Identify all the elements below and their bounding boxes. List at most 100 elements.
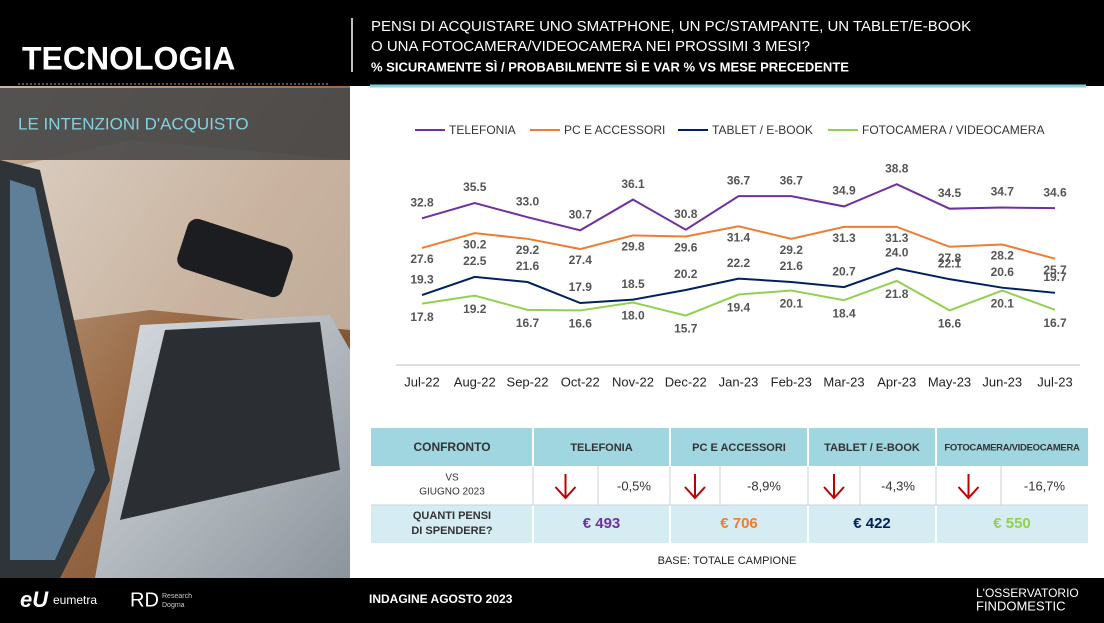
table-row-bg xyxy=(371,466,1088,505)
down-arrow xyxy=(957,474,980,500)
footer-bar xyxy=(0,578,1104,623)
question: O UNA FOTOCAMERA/VIDEOCAMERA NEI PROSSIM… xyxy=(371,38,810,55)
x-tick-label: Jan-23 xyxy=(719,374,759,389)
data-label: 19.2 xyxy=(463,302,487,316)
data-label: 20.2 xyxy=(674,267,698,281)
line-chart: Jul-22 Aug-22 Sep-22 Oct-22 Nov-22 Dec-22 Jan-… xyxy=(404,123,1072,389)
question: PENSI DI ACQUISTARE UNO SMATPHONE, UN PC… xyxy=(371,18,971,35)
down-arrow xyxy=(684,474,706,500)
data-label: 31.3 xyxy=(832,231,856,245)
data-label: 20.7 xyxy=(832,264,856,278)
series-line xyxy=(421,183,1056,232)
logo-dogma: Dogma xyxy=(162,602,185,609)
logo-dogma: Research xyxy=(162,593,192,600)
x-tick-label: Jun-23 xyxy=(982,374,1022,389)
change-value: -8,9% xyxy=(747,478,781,493)
series-line xyxy=(421,225,1056,260)
data-label: 33.0 xyxy=(516,194,540,208)
spend-value: € 493 xyxy=(583,515,621,532)
data-label: 22.5 xyxy=(463,254,487,268)
x-tick-label: Jul-22 xyxy=(404,374,439,389)
data-label: 16.7 xyxy=(1043,316,1067,330)
base-note: BASE: TOTALE CAMPIONE xyxy=(658,555,797,567)
data-label: 36.7 xyxy=(727,173,751,187)
row-label: GIUGNO 2023 xyxy=(419,487,485,498)
data-label: 18.5 xyxy=(621,277,645,291)
row-label: QUANTI PENSI xyxy=(413,510,491,522)
table-header-bg xyxy=(371,428,1088,466)
data-label: 31.3 xyxy=(885,231,909,245)
data-label: 22.2 xyxy=(727,256,751,270)
data-label: 19.7 xyxy=(1043,270,1067,284)
data-label: 18.4 xyxy=(832,306,856,320)
data-label: 31.4 xyxy=(727,230,751,244)
x-tick-label: Dec-22 xyxy=(665,374,707,389)
x-tick-label: May-23 xyxy=(928,374,971,389)
table-header: PC E ACCESSORI xyxy=(692,442,786,454)
x-tick-label: Aug-22 xyxy=(454,374,496,389)
logo-eumetra: eumetra xyxy=(53,593,97,607)
data-label: 20.6 xyxy=(991,265,1015,279)
x-tick-label: Jul-23 xyxy=(1037,374,1072,389)
data-label: 17.9 xyxy=(569,280,593,294)
comparison-table: CONFRONTO TELEFONIA PC E ACCESSORI TABLET /… xyxy=(371,428,1088,543)
data-label: 36.1 xyxy=(621,177,645,191)
data-label: 21.6 xyxy=(516,259,540,273)
data-label: 38.8 xyxy=(885,161,909,175)
x-tick-label: Apr-23 xyxy=(877,374,916,389)
data-label: 20.1 xyxy=(991,297,1015,311)
phone xyxy=(177,218,293,298)
table-header: TELEFONIA xyxy=(570,442,632,454)
change-value: -0,5% xyxy=(617,478,651,493)
logo-mark: eU xyxy=(20,587,49,612)
data-label: 15.7 xyxy=(674,322,698,336)
laptop-keyboard xyxy=(120,322,340,520)
subsection-band xyxy=(0,88,350,160)
data-label: 34.5 xyxy=(938,186,962,200)
logo-osservatorio: L'OSSERVATORIO xyxy=(976,586,1079,600)
data-label: 29.2 xyxy=(516,243,540,257)
data-label: 27.6 xyxy=(410,252,434,266)
x-tick-label: Nov-22 xyxy=(612,374,654,389)
data-label: 27.4 xyxy=(569,253,593,267)
legend-label: TELEFONIA xyxy=(449,123,516,137)
data-label: 35.5 xyxy=(463,180,487,194)
x-tick-label: Mar-23 xyxy=(823,374,864,389)
x-tick-label: Feb-23 xyxy=(771,374,812,389)
table-row-bg xyxy=(371,505,1088,543)
data-label: 30.2 xyxy=(463,237,487,251)
data-label: 30.7 xyxy=(569,207,593,221)
data-label: 16.7 xyxy=(516,316,540,330)
measure: % SICURAMENTE SÌ / PROBABILMENTE SÌ E VA… xyxy=(371,59,849,74)
header-bar xyxy=(0,0,1104,86)
data-label: 34.6 xyxy=(1043,185,1067,199)
data-label: 36.7 xyxy=(780,173,804,187)
table-header: CONFRONTO xyxy=(413,440,490,454)
data-label: 27.8 xyxy=(938,251,962,265)
x-tick-label: Oct-22 xyxy=(561,374,600,389)
data-label: 18.0 xyxy=(621,309,645,323)
data-label: 34.9 xyxy=(832,184,856,198)
data-label: 19.3 xyxy=(410,272,434,286)
legend-label: PC E ACCESSORI xyxy=(564,123,665,137)
data-label: 28.2 xyxy=(991,249,1015,263)
spend-value: € 706 xyxy=(720,515,758,532)
section-title: TECNOLOGIA xyxy=(22,40,235,76)
laptop-display xyxy=(10,180,95,560)
spend-value: € 422 xyxy=(853,515,891,532)
table-header: TABLET / E-BOOK xyxy=(824,442,920,454)
down-arrow xyxy=(823,474,845,500)
down-arrow xyxy=(554,474,577,500)
data-label: 21.8 xyxy=(885,287,909,301)
data-label: 17.8 xyxy=(410,310,434,324)
survey: INDAGINE AGOSTO 2023 xyxy=(369,592,513,606)
series-line xyxy=(421,267,1056,305)
subsection-title: LE INTENZIONI D'ACQUISTO xyxy=(18,114,249,133)
spend-value: € 550 xyxy=(993,515,1031,532)
data-label: 16.6 xyxy=(938,317,962,331)
change-value: -4,3% xyxy=(881,478,915,493)
data-label: 16.6 xyxy=(569,317,593,331)
data-label: 29.2 xyxy=(780,243,804,257)
data-label: 24.0 xyxy=(885,246,909,260)
